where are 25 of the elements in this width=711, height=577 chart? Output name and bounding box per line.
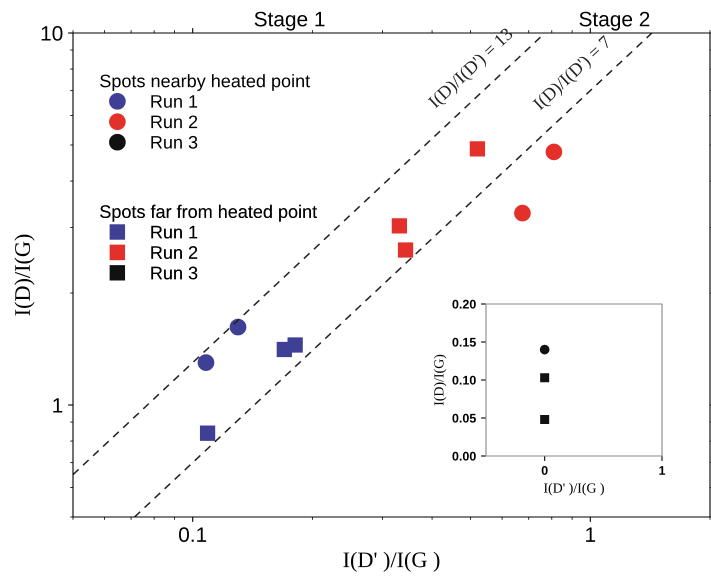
legend-label: Run 2 — [151, 246, 198, 259]
x-axis-title: I(D' )/I(G ) — [544, 482, 604, 496]
y-tick-label: 0.05 — [452, 414, 476, 423]
x-tick-label: 0.1 — [179, 527, 206, 542]
y-tick-label: 0.20 — [452, 300, 476, 309]
legend-label: Run 2 — [151, 115, 198, 128]
y-axis-title: I(D)/I(G) — [434, 354, 446, 406]
legend-label: Run 3 — [151, 136, 198, 149]
y-tick-label: 10 — [42, 26, 62, 41]
text: Stage 1 — [254, 12, 324, 31]
y-tick-label: 0.00 — [452, 452, 476, 461]
point — [540, 373, 550, 382]
annotation: Spots nearby heated point — [100, 74, 310, 91]
y-tick-label: 0.10 — [452, 376, 476, 385]
legend-label: Run 1 — [151, 95, 198, 108]
x-axis-title: I(D' )/I(G ) — [343, 552, 440, 572]
point — [540, 415, 550, 424]
legend-label: Run 3 — [151, 266, 198, 280]
y-axis-title: I(D)/I(G) — [14, 234, 35, 316]
annotation: Spots far from heated point — [100, 204, 317, 222]
text: Stage 2 — [579, 12, 650, 31]
y-tick-label: 0.15 — [452, 338, 476, 347]
x-tick-label: 0 — [542, 466, 548, 475]
point — [540, 344, 550, 354]
legend-label: Run 1 — [151, 226, 198, 238]
